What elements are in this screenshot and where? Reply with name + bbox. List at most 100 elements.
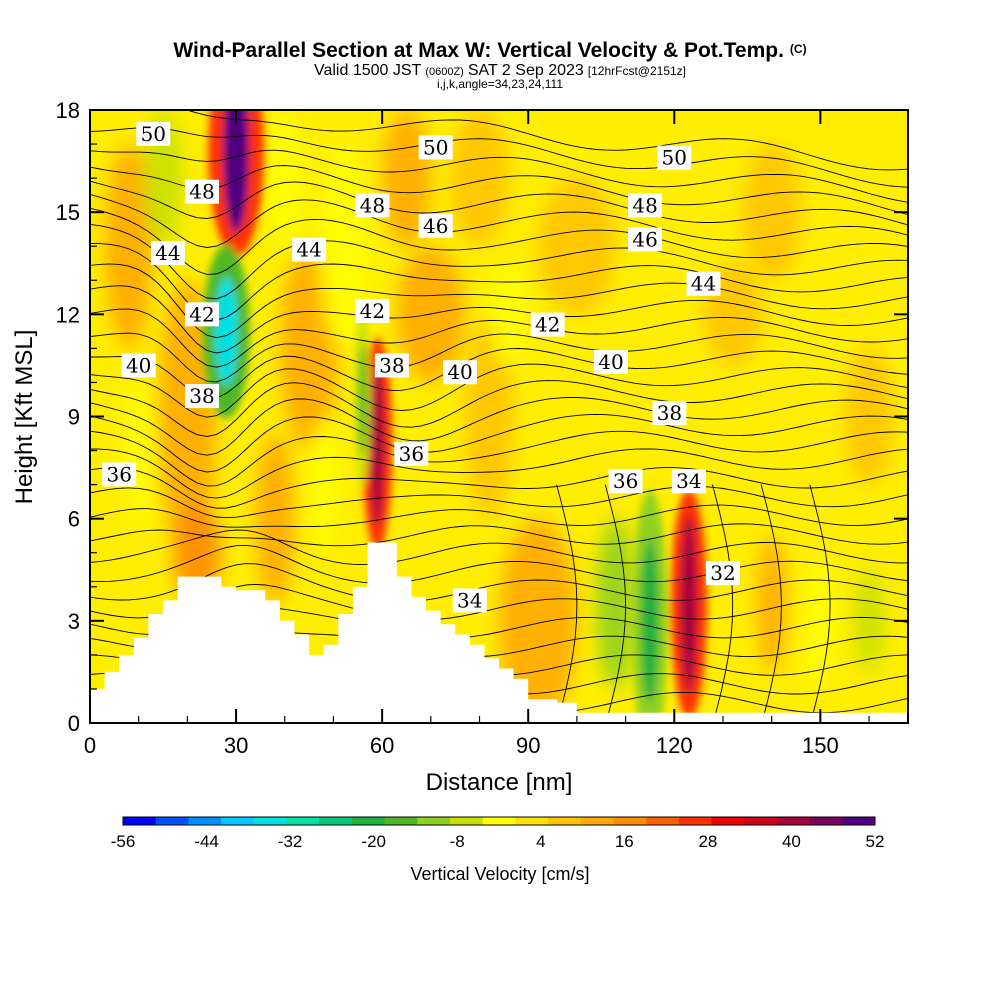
isentrope-line [90,430,908,487]
isentrope-line [90,223,908,300]
contour-label-box [628,193,663,218]
chart-subtitle-2: i,j,k,angle=34,23,24,111 [437,77,563,91]
contour-label-text: 42 [189,302,214,326]
contour-label-text: 40 [126,353,151,377]
contour-label-text: 46 [632,227,657,251]
x-tick-label: 0 [84,733,96,758]
isentrope-line [90,348,908,399]
field-blob [265,110,305,247]
contour-label-text: 36 [106,462,131,486]
contour-label-text: 36 [613,469,638,493]
colorbar-swatch [286,817,320,825]
isentrope-line [90,363,908,418]
contour-label-text: 44 [155,241,180,265]
colorbar-swatch [482,817,516,825]
contour-label-text: 44 [691,272,716,296]
colorbar-tick-label: 4 [536,832,545,851]
contour-label: 50 [657,145,692,170]
colorbar-swatch [776,817,811,825]
contour-label-box [374,353,409,378]
colorbar-swatch [188,817,222,825]
contour-label-box [184,384,219,409]
contour-label-text: 48 [189,180,214,204]
isentrope-line [90,308,908,368]
field-blob [742,144,801,281]
colorbar-swatch [123,817,157,825]
colorbar-tick-label: -8 [450,832,465,851]
x-axis-label: Distance [nm] [426,769,573,796]
contour-label: 44 [686,271,721,296]
field-blob [255,433,295,604]
colorbar-swatch [744,817,778,825]
field-blob [537,178,616,315]
contour-label-box [686,271,721,296]
colorbar-swatch [613,817,647,825]
isentrope-line [90,127,908,188]
y-tick-label: 15 [56,200,80,225]
x-tick-label: 60 [370,733,394,758]
y-tick-label: 12 [56,302,80,327]
contour-label-text: 40 [447,360,472,384]
field-blob [382,110,431,247]
isentrope-line [604,484,627,723]
isentrope-line [90,193,908,248]
isentrope-line [90,563,908,603]
isentrope-line [90,485,908,519]
subtitle-date: SAT 2 Sep 2023 [468,62,584,79]
vertical-velocity-cores [202,110,708,723]
contour-label: 38 [374,353,409,378]
contour-label-box [150,241,185,266]
contour-label: 50 [418,135,453,160]
contour-label-box [628,227,663,252]
contour-label-text: 34 [676,469,701,493]
colorbar-label: Vertical Velocity [cm/s] [410,864,589,884]
colorbar-frame [122,816,876,826]
field-blob [309,416,339,553]
contour-label: 34 [452,588,487,613]
contour-label-box [593,350,628,375]
colorbar-tick-label: -44 [194,832,219,851]
contour-label: 48 [355,193,390,218]
colorbar-swatch [319,817,353,825]
contour-label: 46 [628,227,663,252]
contour-label-box [394,441,429,466]
contour-label-box [657,145,692,170]
subtitle-valid: Valid 1500 JST [314,62,422,79]
contour-label: 48 [184,179,219,204]
field-blob [596,518,636,689]
contour-label-box [355,298,390,323]
colorbar-tick-label: -20 [361,832,386,851]
field-blob [450,110,509,247]
x-tick-label: 120 [656,733,693,758]
y-tick-label: 6 [68,507,80,532]
contour-label-text: 42 [535,313,560,337]
contour-label-text: 50 [662,146,687,170]
contour-label-box [102,462,137,487]
contour-label-box [608,469,643,494]
isentrope-line [90,149,908,203]
isentrope-line [90,180,908,226]
isentrope-line [184,110,908,171]
updraft-core [223,110,249,233]
updraft-core [370,362,385,526]
contour-label-box [671,469,706,494]
isentrope-line [90,397,908,456]
contour-label: 34 [671,469,706,494]
colorbar-swatch [351,817,386,825]
contour-label: 44 [292,237,327,262]
field-blob [318,144,368,349]
contour-label-text: 38 [379,353,404,377]
isentrope-line [90,207,908,275]
contour-label-text: 42 [360,299,385,323]
field-blob [499,518,577,723]
colorbar-tick-label: -32 [278,832,303,851]
contour-label: 36 [394,441,429,466]
colorbar-tick-label: 40 [782,832,801,851]
subtitle-zulu: (0600Z) [425,66,464,78]
colorbar-tick-label: -56 [111,832,136,851]
contour-label: 36 [102,462,137,487]
isentrope-line [90,263,908,339]
contour-label: 38 [184,384,219,409]
